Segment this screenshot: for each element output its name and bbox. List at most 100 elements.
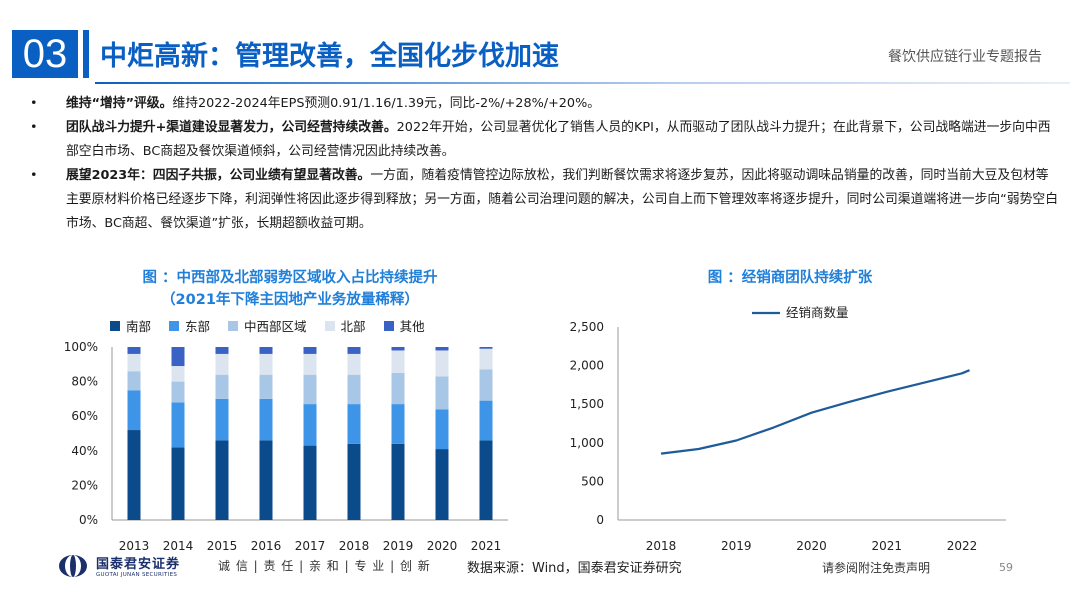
x-tick-label: 2021 bbox=[871, 539, 902, 553]
bar-segment bbox=[303, 347, 317, 354]
y-tick-label: 500 bbox=[581, 474, 604, 488]
bar-segment bbox=[303, 374, 317, 405]
bar-segment bbox=[171, 402, 185, 448]
bar-segment bbox=[171, 347, 185, 367]
bar-segment bbox=[391, 372, 405, 405]
x-tick-label: 2021 bbox=[471, 539, 502, 553]
bar-segment bbox=[347, 374, 361, 405]
header-rule bbox=[95, 82, 1070, 84]
legend-label: 经销商数量 bbox=[786, 305, 849, 320]
bullet-heading: 团队战斗力提升+渠道建设显著发力，公司经营持续改善。 bbox=[66, 120, 397, 135]
y-tick-label: 0 bbox=[596, 513, 604, 527]
logo-name-en: GUOTAI JUNAN SECURITIES bbox=[96, 572, 178, 578]
page-number: 59 bbox=[999, 561, 1013, 574]
bar-segment bbox=[391, 347, 405, 351]
bar-segment bbox=[391, 350, 405, 373]
x-tick-label: 2018 bbox=[339, 539, 370, 553]
legend-swatch bbox=[383, 320, 394, 331]
bar-segment bbox=[259, 398, 273, 441]
logo-name-cn: 国泰君安证券 bbox=[96, 557, 181, 572]
x-tick-label: 2020 bbox=[796, 539, 827, 553]
legend-item: 中西部区域 bbox=[228, 316, 307, 335]
x-tick-label: 2022 bbox=[947, 539, 978, 553]
y-tick-label: 20% bbox=[71, 478, 98, 492]
bar-segment bbox=[435, 350, 449, 377]
bullet-list: • 维持“增持”评级。维持2022-2024年EPS预测0.91/1.16/1.… bbox=[30, 92, 1060, 236]
bar-segment bbox=[479, 347, 493, 349]
y-tick-label: 100% bbox=[64, 340, 98, 354]
bar-segment bbox=[171, 447, 185, 520]
bullet-text: 一方面，随着疫情管控边际放松，我们判断餐饮需求将逐步复苏，因此将驱动调味品销量的… bbox=[66, 168, 1058, 231]
bar-segment bbox=[347, 443, 361, 520]
legend-swatch bbox=[110, 320, 120, 331]
legend-label: 中西部区域 bbox=[244, 319, 307, 334]
bar-segment bbox=[479, 348, 493, 370]
bar-segment bbox=[127, 353, 141, 372]
bar-segment bbox=[435, 376, 449, 410]
bar-segment bbox=[215, 347, 229, 354]
legend-label: 东部 bbox=[185, 319, 211, 334]
bar-segment bbox=[259, 440, 273, 520]
bar-segment bbox=[215, 353, 229, 375]
legend-swatch bbox=[324, 320, 335, 331]
logo-icon bbox=[59, 554, 87, 577]
figure1-title: 图 ：中西部及北部弱势区域收入占比持续提升 bbox=[142, 270, 438, 286]
bar-segment bbox=[435, 449, 449, 520]
legend-item: 北部 bbox=[324, 316, 366, 335]
x-tick-label: 2019 bbox=[383, 539, 414, 553]
bar-segment bbox=[171, 366, 185, 382]
bar-segment bbox=[303, 404, 317, 446]
legend-swatch bbox=[169, 320, 180, 331]
x-tick-label: 2015 bbox=[207, 539, 238, 553]
x-tick-label: 2013 bbox=[119, 539, 150, 553]
bullet-dot: • bbox=[30, 120, 38, 135]
bar-segment bbox=[347, 347, 361, 354]
bar-segment bbox=[171, 381, 185, 403]
y-tick-label: 80% bbox=[71, 375, 98, 389]
legend-label: 北部 bbox=[340, 319, 366, 334]
y-tick-label: 1,000 bbox=[570, 436, 604, 450]
legend-swatch bbox=[228, 320, 239, 331]
y-tick-label: 2,500 bbox=[570, 320, 604, 334]
bullet-heading: 展望2023年：四因子共振，公司业绩有望显著改善。 bbox=[66, 168, 371, 183]
bar-segment bbox=[215, 398, 229, 441]
bar-segment bbox=[215, 374, 229, 399]
bar-segment bbox=[127, 430, 141, 520]
bar-segment bbox=[303, 445, 317, 520]
bullet-item: • 团队战斗力提升+渠道建设显著发力，公司经营持续改善。2022年开始，公司显著… bbox=[30, 116, 1060, 164]
chart1-legend: 南部 东部 中西部区域 北部 其他 bbox=[110, 316, 425, 335]
series-line bbox=[660, 369, 970, 455]
logo-text: 国泰君安证券 GUOTAI JUNAN SECURITIES bbox=[96, 553, 180, 578]
report-name: 餐饮供应链行业专题报告 bbox=[888, 49, 1042, 65]
y-tick-label: 0% bbox=[79, 513, 98, 527]
bar-segment bbox=[259, 353, 273, 375]
data-source: 数据来源：Wind，国泰君安证券研究 bbox=[467, 561, 682, 576]
y-tick-label: 2,000 bbox=[570, 359, 604, 373]
bar-segment bbox=[127, 371, 141, 391]
section-number: 03 bbox=[12, 30, 78, 78]
bar-segment bbox=[127, 390, 141, 431]
legend-label: 南部 bbox=[126, 319, 152, 334]
bar-segment bbox=[127, 347, 141, 354]
bullet-text: 2022年开始，公司显著优化了销售人员的KPI，从而驱动了团队战斗力提升；在此背… bbox=[66, 120, 1051, 159]
bar-segment bbox=[259, 347, 273, 354]
bullet-dot: • bbox=[30, 168, 38, 183]
disclaimer-note: 请参阅附注免责声明 bbox=[822, 561, 931, 575]
x-tick-label: 2016 bbox=[251, 539, 282, 553]
bar-segment bbox=[391, 404, 405, 444]
legend-item: 东部 bbox=[169, 316, 210, 335]
bar-segment bbox=[479, 369, 493, 401]
bullet-dot: • bbox=[30, 96, 38, 111]
bar-segment bbox=[347, 404, 361, 444]
bullet-item: • 维持“增持”评级。维持2022-2024年EPS预测0.91/1.16/1.… bbox=[30, 92, 1060, 116]
bar-segment bbox=[479, 440, 493, 520]
bar-segment bbox=[347, 353, 361, 375]
x-tick-label: 2014 bbox=[163, 539, 194, 553]
bar-segment bbox=[391, 443, 405, 520]
legend-label: 其他 bbox=[399, 319, 425, 334]
section-divider bbox=[83, 30, 89, 78]
y-tick-label: 60% bbox=[71, 409, 98, 423]
company-slogan: 诚 信 | 责 任 | 亲 和 | 专 业 | 创 新 bbox=[218, 559, 431, 573]
